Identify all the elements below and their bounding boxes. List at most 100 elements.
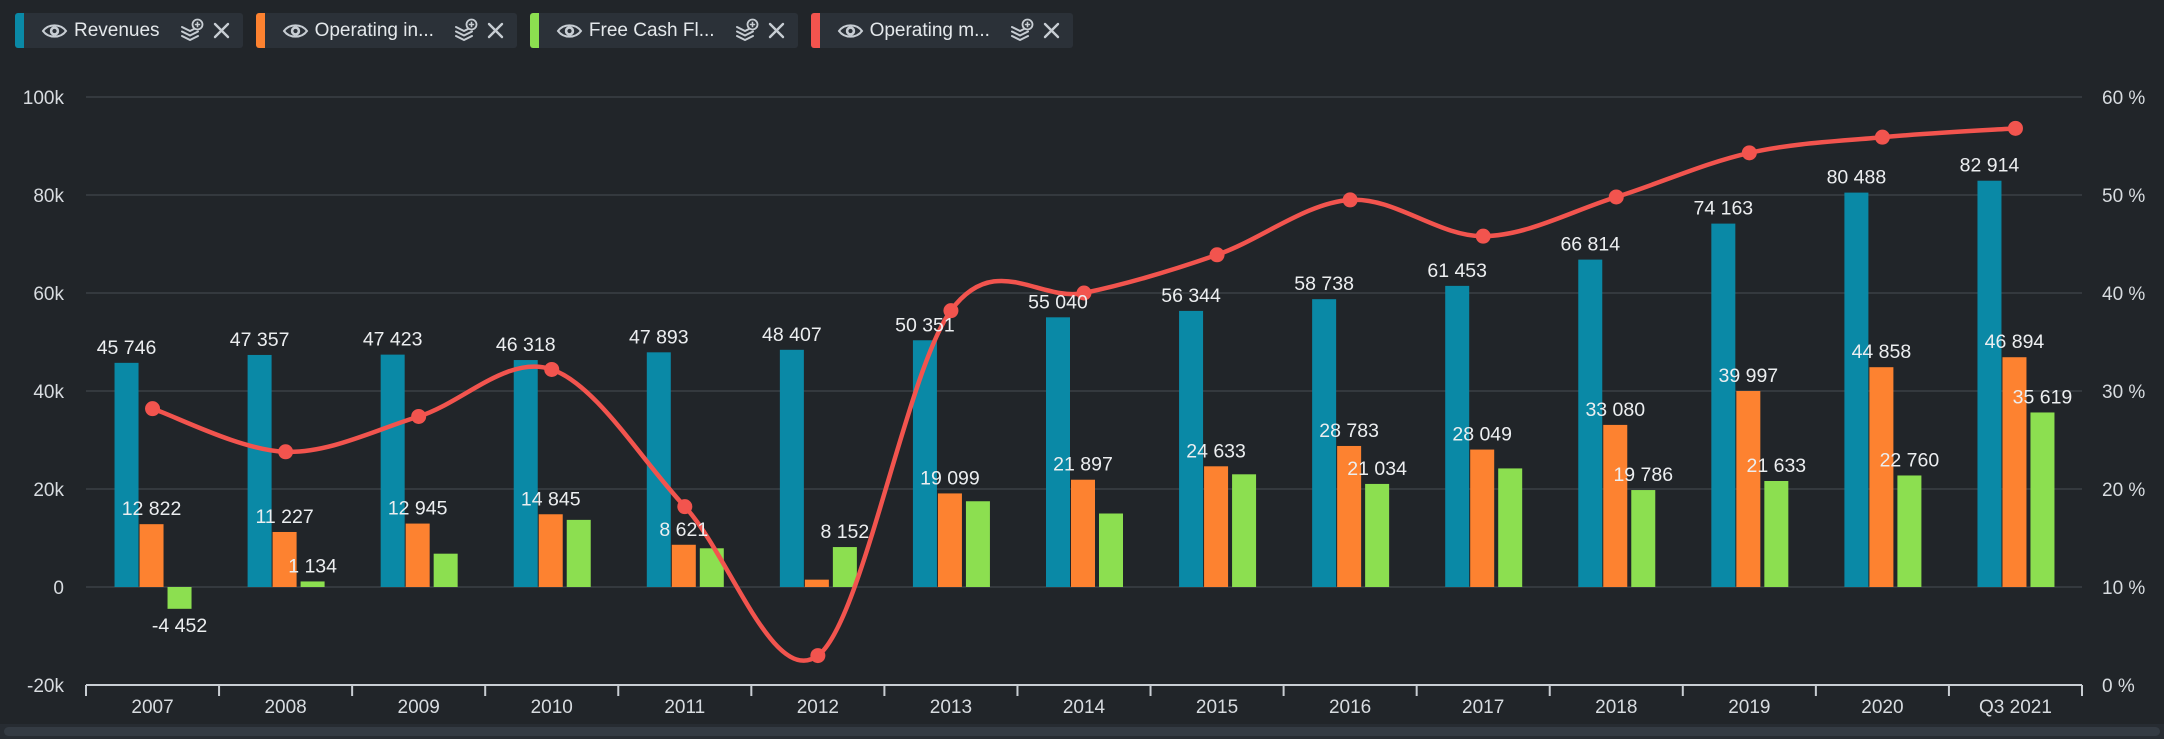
legend-chip-revenues[interactable]: Revenues bbox=[15, 13, 243, 48]
bar-revenues-2010[interactable] bbox=[513, 360, 538, 587]
bar-revenues-2012[interactable] bbox=[779, 349, 804, 587]
bar-revenues-2020[interactable] bbox=[1844, 192, 1869, 587]
close-icon[interactable] bbox=[486, 21, 505, 40]
eye-icon[interactable] bbox=[556, 21, 583, 41]
left-axis-tick-label: 40k bbox=[33, 382, 64, 403]
layers-dollar-icon[interactable] bbox=[178, 18, 204, 44]
bar-operating-income-2015[interactable] bbox=[1204, 466, 1229, 587]
bar-revenues-2018[interactable] bbox=[1578, 259, 1603, 587]
bar-operating-income-Q3 2021[interactable] bbox=[2002, 357, 2027, 587]
eye-icon[interactable] bbox=[837, 21, 864, 41]
bar-free-cash-flow-2017[interactable] bbox=[1498, 468, 1523, 587]
bar-operating-income-2010[interactable] bbox=[538, 514, 563, 587]
margin-dot-2014[interactable] bbox=[1076, 285, 1092, 301]
value-label-free-cash-flow-2018: 19 786 bbox=[1613, 464, 1673, 486]
year-label-2020: 2020 bbox=[1861, 697, 1903, 718]
bar-operating-income-2013[interactable] bbox=[937, 493, 962, 587]
bar-operating-income-2019[interactable] bbox=[1736, 391, 1761, 587]
bar-revenues-2011[interactable] bbox=[646, 352, 671, 587]
bar-revenues-2008[interactable] bbox=[247, 354, 272, 587]
bar-revenues-Q3 2021[interactable] bbox=[1977, 180, 2002, 587]
legend-chip-operating-margin[interactable]: Operating m... bbox=[810, 13, 1073, 48]
year-label-2017: 2017 bbox=[1462, 697, 1504, 718]
legend-chip-free-cash-flow[interactable]: Free Cash Fl... bbox=[529, 13, 798, 48]
bar-free-cash-flow-2008[interactable] bbox=[300, 581, 325, 587]
right-axis-tick-label: 10 % bbox=[2102, 578, 2145, 599]
left-axis-tick-label: 100k bbox=[23, 88, 65, 109]
bar-free-cash-flow-2013[interactable] bbox=[965, 501, 990, 587]
bar-operating-income-2008[interactable] bbox=[272, 531, 297, 587]
margin-dot-Q3 2021[interactable] bbox=[2007, 120, 2023, 136]
bar-revenues-2016[interactable] bbox=[1312, 299, 1337, 587]
margin-dot-2018[interactable] bbox=[1608, 189, 1624, 205]
year-label-2013: 2013 bbox=[930, 697, 972, 718]
bar-revenues-2017[interactable] bbox=[1445, 285, 1470, 587]
margin-dot-2010[interactable] bbox=[544, 361, 560, 377]
bar-operating-income-2007[interactable] bbox=[139, 524, 164, 587]
horizontal-scrollbar[interactable] bbox=[0, 724, 2164, 739]
bar-operating-income-2020[interactable] bbox=[1869, 367, 1894, 587]
layers-dollar-icon[interactable] bbox=[733, 18, 759, 44]
margin-dot-2013[interactable] bbox=[943, 303, 959, 319]
bar-operating-income-2014[interactable] bbox=[1071, 479, 1095, 587]
scrollbar-thumb[interactable] bbox=[4, 727, 2160, 736]
bar-revenues-2009[interactable] bbox=[380, 354, 405, 587]
bar-revenues-2019[interactable] bbox=[1711, 223, 1736, 587]
value-label-operating-income-Q3 2021: 46 894 bbox=[1985, 331, 2045, 353]
value-label-operating-income-2017: 28 049 bbox=[1452, 424, 1512, 446]
bar-revenues-2013[interactable] bbox=[912, 340, 937, 587]
year-label-2014: 2014 bbox=[1063, 697, 1106, 718]
left-axis-tick-label: -20k bbox=[27, 676, 64, 697]
close-icon[interactable] bbox=[212, 21, 231, 40]
bar-free-cash-flow-2009[interactable] bbox=[433, 553, 458, 587]
bar-free-cash-flow-2014[interactable] bbox=[1099, 513, 1123, 588]
margin-dot-2012[interactable] bbox=[810, 648, 826, 664]
bar-operating-income-2017[interactable] bbox=[1470, 449, 1495, 587]
margin-dot-2020[interactable] bbox=[1874, 129, 1890, 145]
legend-bar: Revenues Operating in... Free Cash Fl...… bbox=[15, 13, 1073, 48]
layers-dollar-icon[interactable] bbox=[1008, 18, 1034, 44]
bar-operating-income-2011[interactable] bbox=[671, 544, 696, 587]
bar-operating-income-2016[interactable] bbox=[1337, 445, 1362, 587]
bar-revenues-2015[interactable] bbox=[1179, 310, 1204, 587]
bar-free-cash-flow-Q3 2021[interactable] bbox=[2030, 412, 2055, 587]
value-label-revenues-2007: 45 746 bbox=[97, 337, 157, 359]
bar-operating-income-2012[interactable] bbox=[804, 579, 829, 587]
bar-free-cash-flow-2012[interactable] bbox=[832, 547, 857, 587]
eye-icon[interactable] bbox=[282, 21, 309, 41]
bar-free-cash-flow-2015[interactable] bbox=[1232, 474, 1257, 587]
margin-dot-2017[interactable] bbox=[1475, 228, 1491, 244]
bar-free-cash-flow-2019[interactable] bbox=[1764, 480, 1789, 587]
legend-chip-operating-income[interactable]: Operating in... bbox=[255, 13, 517, 48]
close-icon[interactable] bbox=[767, 21, 786, 40]
bar-free-cash-flow-2020[interactable] bbox=[1897, 475, 1922, 587]
bar-operating-income-2018[interactable] bbox=[1603, 424, 1628, 587]
right-axis-tick-label: 40 % bbox=[2102, 284, 2145, 305]
margin-dot-2015[interactable] bbox=[1209, 247, 1225, 263]
value-label-free-cash-flow-Q3 2021: 35 619 bbox=[2013, 386, 2073, 408]
margin-dot-2009[interactable] bbox=[411, 408, 427, 424]
legend-chip-label: Operating in... bbox=[314, 20, 434, 41]
value-label-revenues-2015: 56 344 bbox=[1161, 285, 1221, 307]
left-axis-tick-label: 60k bbox=[33, 284, 64, 305]
bar-free-cash-flow-2018[interactable] bbox=[1631, 490, 1656, 587]
margin-dot-2016[interactable] bbox=[1342, 192, 1358, 208]
value-label-revenues-2009: 47 423 bbox=[363, 329, 423, 351]
eye-icon[interactable] bbox=[41, 21, 68, 41]
layers-dollar-icon[interactable] bbox=[452, 18, 478, 44]
bar-free-cash-flow-2016[interactable] bbox=[1365, 483, 1390, 587]
margin-dot-2019[interactable] bbox=[1741, 145, 1757, 161]
bar-revenues-2007[interactable] bbox=[114, 362, 139, 587]
year-label-Q3 2021: Q3 2021 bbox=[1979, 697, 2052, 718]
margin-dot-2008[interactable] bbox=[278, 444, 294, 460]
bar-free-cash-flow-2007[interactable] bbox=[167, 587, 192, 609]
bar-operating-income-2009[interactable] bbox=[405, 523, 430, 587]
bar-revenues-2014[interactable] bbox=[1046, 317, 1070, 587]
bar-free-cash-flow-2010[interactable] bbox=[566, 519, 591, 587]
margin-dot-2007[interactable] bbox=[145, 401, 161, 417]
close-icon[interactable] bbox=[1042, 21, 1061, 40]
margin-dot-2011[interactable] bbox=[677, 499, 693, 515]
series-color-bar bbox=[810, 13, 820, 48]
value-label-revenues-2011: 47 893 bbox=[629, 326, 689, 348]
